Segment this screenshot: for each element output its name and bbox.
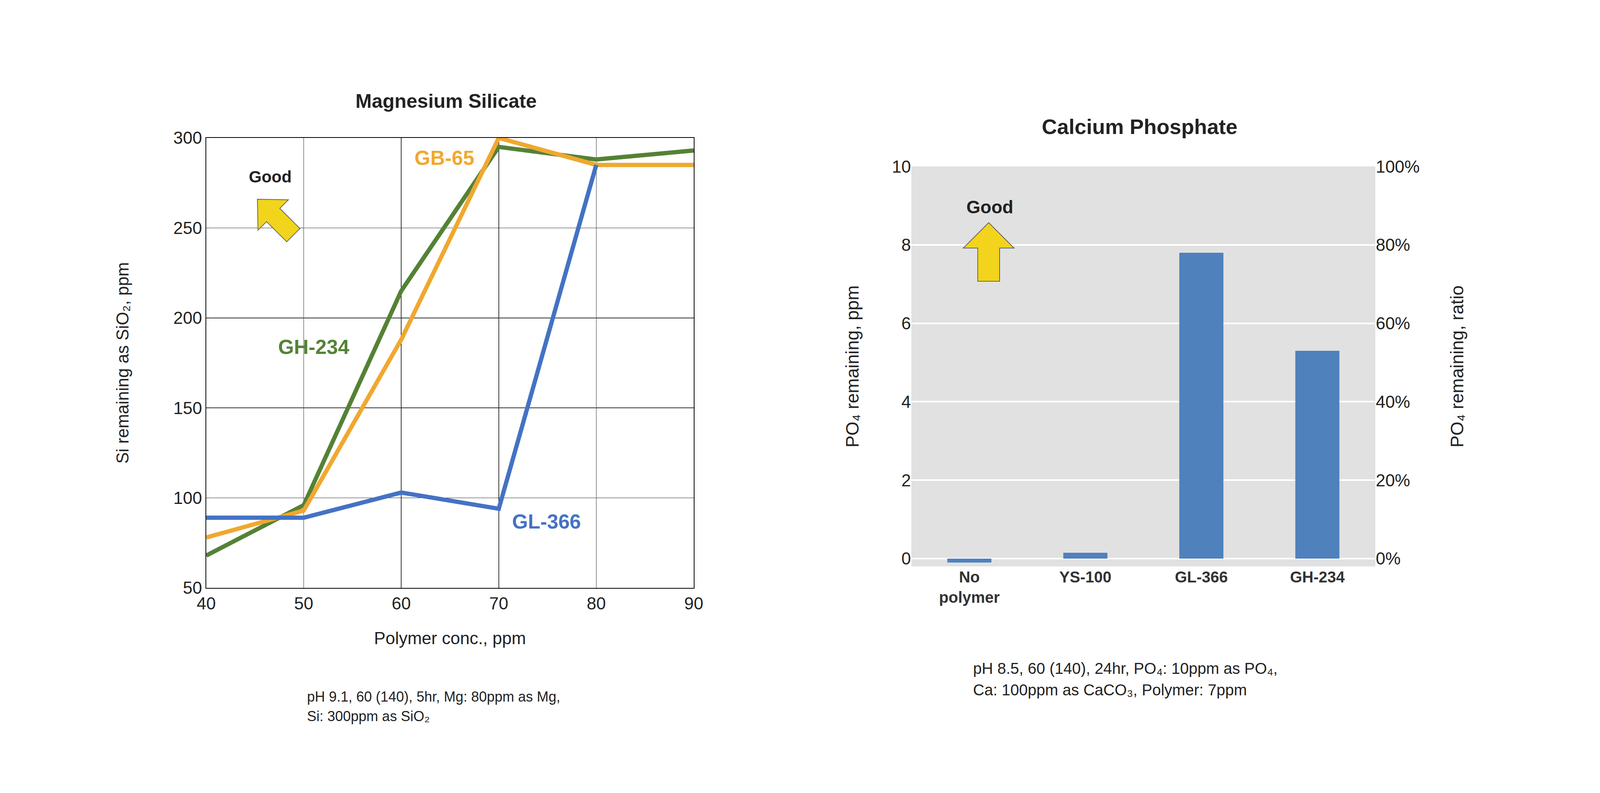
svg-text:80%: 80%	[1375, 235, 1411, 255]
svg-text:pH 8.5, 60 (140), 24hr, PO₄: 1: pH 8.5, 60 (140), 24hr, PO₄: 10ppm as PO…	[973, 659, 1278, 677]
svg-text:200: 200	[173, 308, 202, 328]
svg-text:50: 50	[294, 593, 314, 613]
svg-text:2: 2	[901, 470, 911, 490]
svg-text:90: 90	[684, 593, 704, 613]
svg-text:pH 9.1, 60 (140), 5hr, Mg: 80p: pH 9.1, 60 (140), 5hr, Mg: 80ppm as Mg,	[307, 688, 561, 705]
svg-text:60%: 60%	[1375, 313, 1411, 333]
svg-text:Si: 300ppm as SiO₂: Si: 300ppm as SiO₂	[307, 708, 430, 725]
svg-text:PO₄ remaining, ppm: PO₄ remaining, ppm	[842, 285, 863, 448]
svg-text:50: 50	[182, 578, 202, 598]
svg-text:Good: Good	[966, 196, 1014, 218]
svg-text:GH-234: GH-234	[1289, 568, 1345, 586]
svg-text:Good: Good	[248, 167, 292, 186]
svg-text:8: 8	[901, 235, 911, 255]
svg-text:70: 70	[489, 593, 509, 613]
svg-text:Ca: 100ppm as CaCO₃, Polymer:: Ca: 100ppm as CaCO₃, Polymer: 7ppm	[973, 681, 1247, 699]
svg-text:0%: 0%	[1375, 548, 1401, 568]
svg-text:100%: 100%	[1375, 156, 1420, 176]
svg-text:40: 40	[196, 593, 216, 613]
svg-text:GL-366: GL-366	[1175, 568, 1229, 586]
svg-text:GL-366: GL-366	[512, 510, 581, 533]
svg-text:PO₄ remaining, ratio: PO₄ remaining, ratio	[1446, 285, 1468, 448]
svg-text:6: 6	[901, 313, 911, 333]
svg-text:300: 300	[173, 128, 202, 148]
svg-text:60: 60	[391, 593, 411, 613]
svg-text:YS-100: YS-100	[1059, 568, 1112, 586]
svg-text:GB-65: GB-65	[414, 146, 475, 170]
svg-text:80: 80	[586, 593, 606, 613]
svg-text:Calcium Phosphate: Calcium Phosphate	[1041, 114, 1238, 139]
svg-text:150: 150	[173, 398, 202, 418]
svg-text:0: 0	[901, 548, 911, 568]
svg-text:100: 100	[173, 488, 202, 508]
svg-text:Polymer conc., ppm: Polymer conc., ppm	[374, 628, 527, 648]
svg-text:Si remaining as SiO₂, ppm: Si remaining as SiO₂, ppm	[112, 262, 133, 464]
svg-text:GH-234: GH-234	[278, 335, 350, 359]
svg-text:250: 250	[173, 218, 202, 238]
svg-text:Magnesium Silicate: Magnesium Silicate	[355, 90, 537, 113]
svg-text:20%: 20%	[1375, 470, 1411, 490]
svg-text:Nopolymer: Nopolymer	[939, 568, 1000, 606]
svg-text:10: 10	[891, 156, 911, 176]
svg-text:40%: 40%	[1375, 392, 1411, 412]
svg-text:4: 4	[901, 392, 911, 412]
